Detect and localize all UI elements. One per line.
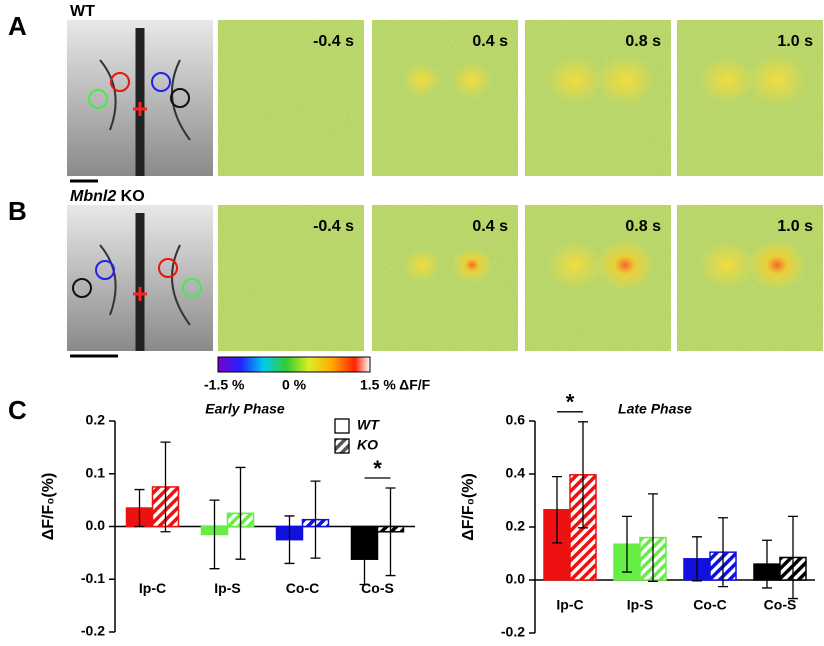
- frame-noise: [372, 20, 518, 176]
- roi-circle: [72, 278, 92, 298]
- significance-star: *: [373, 456, 382, 481]
- y-tick-label: 0.4: [506, 465, 526, 481]
- legend-swatch: [334, 438, 350, 454]
- x-tick-label: Ip-C: [556, 597, 583, 613]
- colorbar: [217, 356, 371, 373]
- y-tick-label: -0.2: [501, 624, 525, 640]
- legend-label: KO: [357, 437, 378, 453]
- significance-star: *: [566, 390, 575, 415]
- time-label: 0.8 s: [625, 218, 661, 235]
- roi-circle: [158, 258, 178, 278]
- activation: [747, 54, 807, 106]
- time-label: 0.4 s: [472, 218, 508, 235]
- error-bar: [359, 533, 370, 586]
- colorbar-label: -1.5 %: [204, 377, 245, 393]
- y-axis-label: ΔF/F₀(%): [460, 473, 477, 541]
- marker: [133, 287, 147, 301]
- frame-noise: [218, 205, 364, 351]
- x-tick-label: Co-S: [764, 597, 797, 613]
- activation: [747, 239, 807, 291]
- roi-circle: [88, 89, 108, 109]
- x-tick-label: Ip-S: [214, 580, 240, 596]
- x-tick-label: Co-S: [361, 580, 394, 596]
- legend-swatch: [334, 418, 350, 434]
- y-axis-label: ΔF/F₀(%): [40, 473, 57, 541]
- colorbar-label: 0 %: [282, 377, 307, 393]
- panel-letter: B: [8, 196, 27, 226]
- error-bar: [648, 493, 658, 582]
- frame-noise: [677, 20, 823, 176]
- activation: [451, 62, 493, 98]
- activation: [595, 54, 655, 106]
- error-bar: [718, 517, 728, 588]
- chart-title: Late Phase: [618, 401, 692, 417]
- time-label: 0.4 s: [472, 33, 508, 50]
- row-label: WT: [70, 3, 95, 20]
- time-label: -0.4 s: [313, 218, 354, 235]
- error-bar: [160, 441, 171, 533]
- vessel: [99, 59, 191, 141]
- x-tick-label: Co-C: [286, 580, 319, 596]
- error-bar: [385, 487, 396, 577]
- error-bar: [310, 480, 321, 559]
- activation: [699, 241, 755, 289]
- activation: [699, 56, 755, 104]
- error-bar: [788, 515, 798, 600]
- roi-circle: [182, 278, 202, 298]
- activation: [547, 241, 603, 289]
- roi-circle: [151, 72, 171, 92]
- row-label: Mbnl2 KO: [70, 188, 145, 205]
- error-bar: [209, 499, 220, 570]
- y-tick-label: 0.0: [506, 571, 526, 587]
- error-bar: [762, 539, 772, 589]
- y-tick-label: -0.1: [81, 570, 105, 586]
- x-tick-label: Co-C: [693, 597, 726, 613]
- y-tick-label: 0.1: [86, 464, 106, 480]
- panel-letter: C: [8, 395, 27, 425]
- error-bar: [552, 476, 562, 544]
- y-tick-label: -0.2: [81, 623, 105, 639]
- x-tick-label: Ip-C: [139, 580, 166, 596]
- activation: [451, 247, 493, 283]
- figure-content: -0.4 s 0.4 s 0.8 s 1.0 s A -0.4 s 0.4 s 0.8 s 1.…: [8, 3, 823, 640]
- gene-name: Mbnl2: [70, 188, 116, 205]
- activation: [402, 63, 442, 97]
- colorbar-label: 1.5 % ΔF/F: [360, 377, 431, 393]
- y-tick-label: 0.6: [506, 412, 526, 428]
- activation: [402, 248, 442, 282]
- roi-circle: [170, 88, 190, 108]
- error-bar: [692, 536, 702, 582]
- time-label: 1.0 s: [777, 218, 813, 235]
- row-label-rest: KO: [116, 188, 144, 205]
- time-label: 0.8 s: [625, 33, 661, 50]
- time-label: -0.4 s: [313, 33, 354, 50]
- activation: [547, 56, 603, 104]
- roi-circle: [110, 72, 130, 92]
- frame-noise: [372, 205, 518, 351]
- legend-label: WT: [357, 417, 380, 433]
- error-bar: [578, 421, 588, 529]
- y-tick-label: 0.2: [506, 518, 526, 534]
- vessel: [99, 244, 191, 326]
- roi-circle: [95, 260, 115, 280]
- error-bar: [622, 515, 632, 573]
- error-bar: [134, 488, 145, 528]
- x-tick-label: Ip-S: [627, 597, 653, 613]
- error-bar: [235, 466, 246, 560]
- frame-noise: [525, 20, 671, 176]
- time-label: 1.0 s: [777, 33, 813, 50]
- activation: [595, 239, 655, 291]
- chart-title: Early Phase: [205, 401, 285, 417]
- frame-noise: [218, 20, 364, 176]
- error-bar: [284, 515, 295, 565]
- y-tick-label: 0.0: [86, 517, 106, 533]
- marker: [133, 102, 147, 116]
- panel-letter: A: [8, 11, 27, 41]
- y-tick-label: 0.2: [86, 412, 106, 428]
